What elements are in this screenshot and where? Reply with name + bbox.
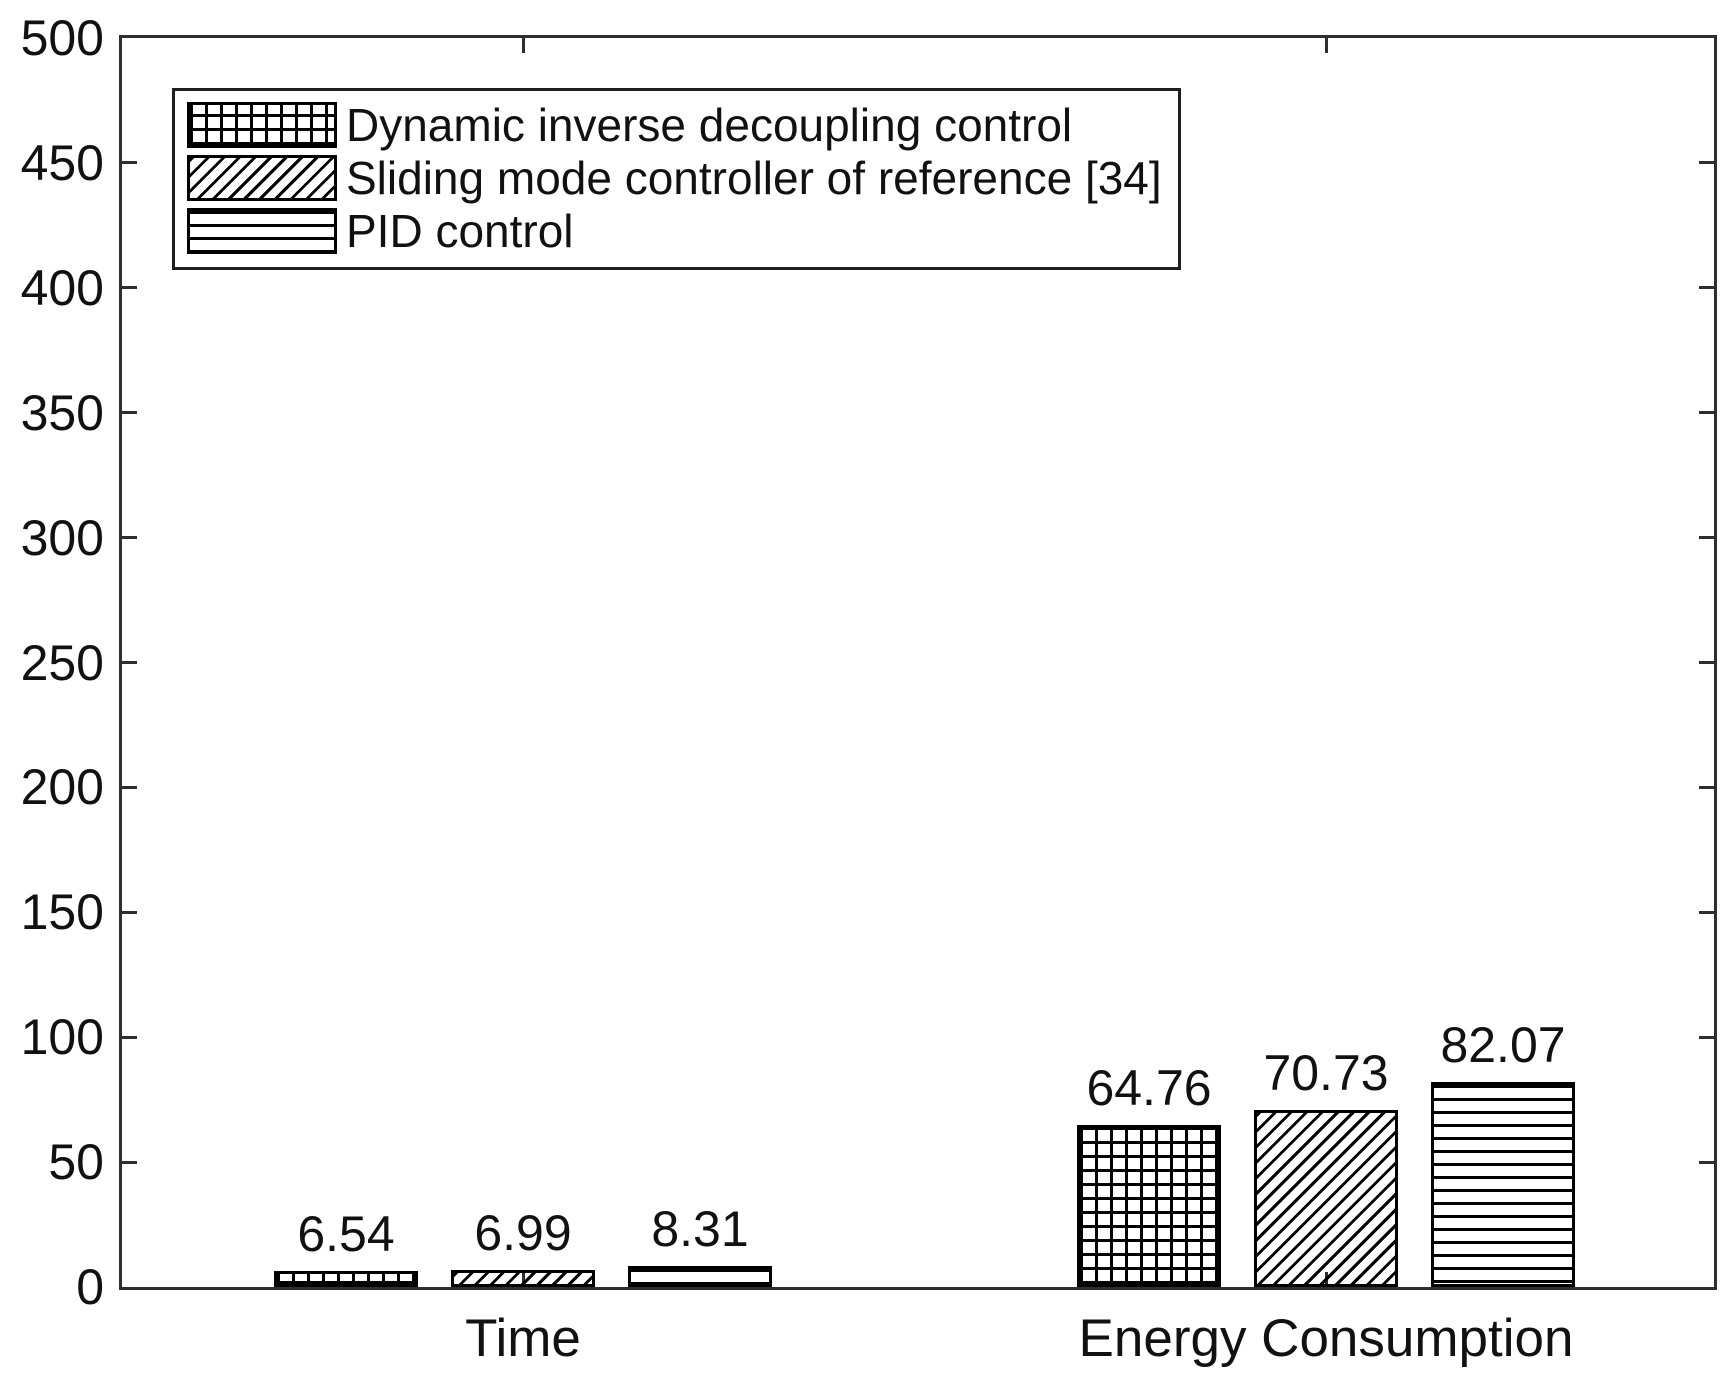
x-category-label: Time [465, 1309, 581, 1368]
y-axis-tick-right [1699, 536, 1714, 540]
y-tick-label: 50 [48, 1134, 104, 1191]
y-axis-tick [122, 411, 137, 415]
legend-label: Dynamic inverse decoupling control [346, 99, 1073, 151]
y-tick-label: 200 [20, 759, 104, 816]
y-axis-tick-right [1699, 1035, 1714, 1039]
bar-value-label: 6.99 [474, 1204, 572, 1261]
y-axis-tick-right [1699, 1160, 1714, 1164]
bar-series2-time [451, 1269, 595, 1287]
x-axis-tick-top [521, 38, 525, 53]
legend-swatch-crosshatch [187, 102, 337, 148]
y-tick-label: 400 [20, 259, 104, 316]
y-axis-tick-right [1699, 411, 1714, 415]
y-axis-tick [122, 661, 137, 664]
bar-value-label: 6.54 [297, 1205, 395, 1262]
bar-series3-time [628, 1266, 772, 1287]
bar-series3-energy-consumption [1431, 1082, 1575, 1287]
bar-series1-energy-consumption [1077, 1125, 1221, 1287]
y-axis-tick-right [1699, 161, 1714, 165]
x-axis-tick-top [1324, 38, 1328, 53]
y-axis-tick [122, 1160, 137, 1164]
y-axis-tick [122, 536, 137, 540]
bar-value-label: 64.76 [1086, 1060, 1212, 1117]
legend: Dynamic inverse decoupling control Slidi… [172, 88, 1181, 270]
legend-item: Sliding mode controller of reference [34… [187, 152, 1162, 204]
y-tick-label: 250 [20, 634, 104, 691]
y-tick-label: 100 [20, 1009, 104, 1066]
y-axis-tick [122, 785, 137, 789]
bar-value-label: 82.07 [1440, 1017, 1566, 1073]
x-category-label: Energy Consumption [1078, 1309, 1574, 1368]
legend-label: PID control [346, 205, 574, 257]
legend-item: Dynamic inverse decoupling control [187, 99, 1162, 151]
legend-swatch-horizontal [187, 208, 337, 254]
y-axis-tick-right [1699, 910, 1714, 914]
bar-series2-energy-consumption [1254, 1110, 1398, 1287]
y-tick-label: 350 [20, 384, 104, 441]
y-tick-label: 150 [20, 884, 104, 941]
y-axis-tick-right [1699, 661, 1714, 664]
legend-label: Sliding mode controller of reference [34… [346, 152, 1162, 204]
y-tick-label: 0 [76, 1259, 104, 1315]
legend-item: PID control [187, 205, 1162, 257]
y-axis-tick [122, 161, 137, 165]
y-tick-label: 500 [20, 10, 104, 66]
y-tick-label: 300 [20, 509, 104, 566]
y-axis-tick [122, 1035, 137, 1039]
y-tick-label: 450 [20, 134, 104, 191]
bar-value-label: 70.73 [1263, 1045, 1389, 1102]
y-axis-tick-right [1699, 785, 1714, 789]
y-axis-tick [122, 910, 137, 914]
bar-series1-time [274, 1270, 418, 1287]
y-axis-tick-right [1699, 286, 1714, 290]
legend-swatch-diagonal [187, 155, 337, 201]
bar-value-label: 8.31 [651, 1201, 749, 1258]
y-axis-tick [122, 286, 137, 290]
